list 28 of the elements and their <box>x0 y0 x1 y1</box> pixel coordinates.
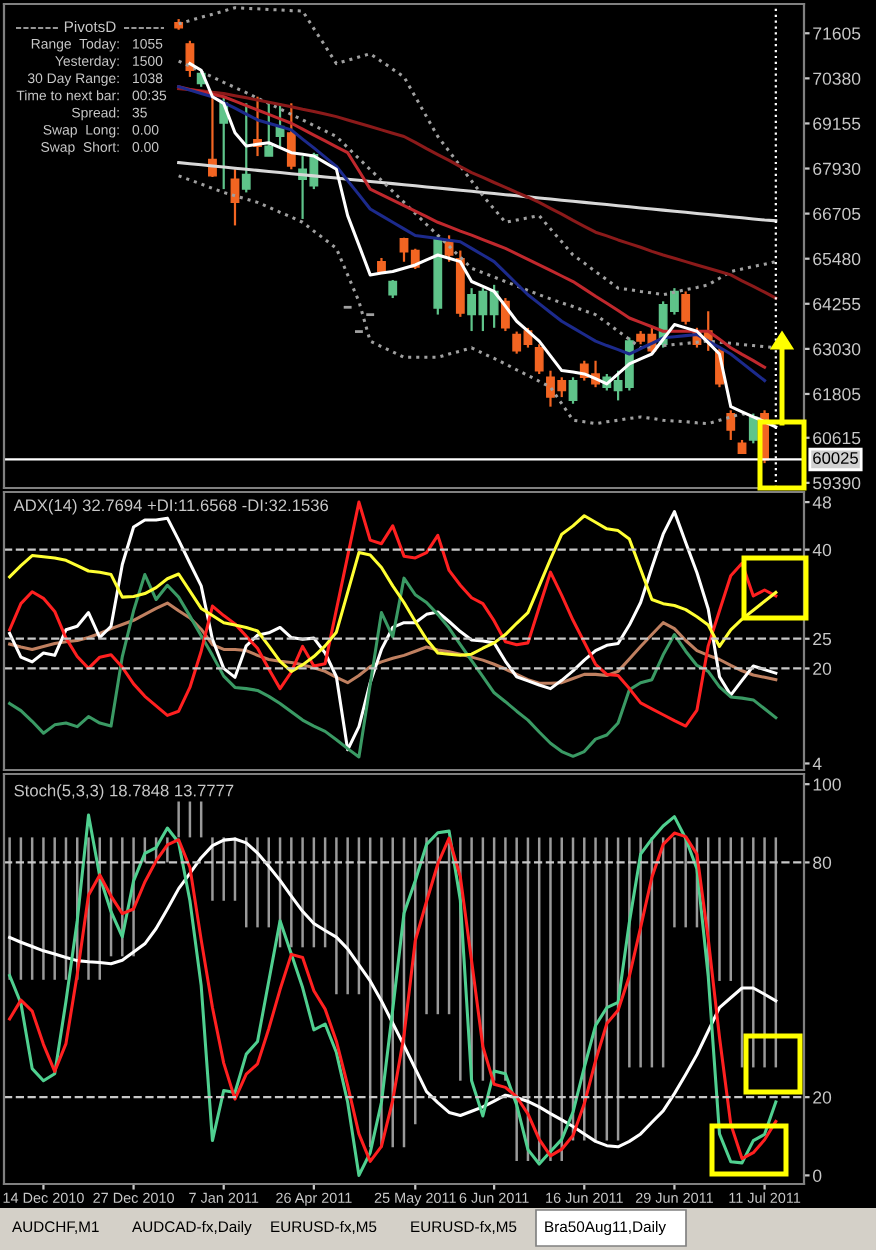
y-tick-label: 59390 <box>813 476 861 490</box>
y-tick-label: 71605 <box>813 27 861 40</box>
y-tick-label: 64255 <box>813 297 861 311</box>
y-tick-label: 0 <box>813 1169 822 1182</box>
line-series <box>8 573 778 759</box>
y-tick-label: 100 <box>813 778 841 791</box>
y-tick-label: 63030 <box>813 342 861 356</box>
y-tick-label: 60615 <box>813 431 861 445</box>
line-series <box>177 87 778 300</box>
line-series <box>177 161 778 223</box>
y-tick-label: 70380 <box>813 72 861 85</box>
y-tick-label: 67930 <box>813 162 861 176</box>
y-tick-label: 69155 <box>813 117 861 130</box>
chart-title: ADX(14) 32.7694 +DI:11.6568 -DI:32.1536 <box>13 498 329 515</box>
y-tick-label: 20 <box>813 1091 832 1104</box>
y-tick-label: 4 <box>812 757 822 770</box>
y-tick-label: 25 <box>813 632 832 646</box>
y-tick-label: 61805 <box>813 388 861 401</box>
y-tick-label: 48 <box>812 496 832 509</box>
ref-line-label: 60025 <box>813 452 858 464</box>
text: Stoch(5,3,3) 18.7848 13.7777 <box>14 784 234 800</box>
y-tick-label: 40 <box>812 543 832 557</box>
y-tick-label: 65480 <box>813 252 861 266</box>
y-tick-label: 80 <box>813 856 832 869</box>
line-series <box>8 601 778 685</box>
y-tick-label: 66705 <box>813 207 861 221</box>
y-tick-label: 20 <box>813 662 832 675</box>
line-series <box>177 6 778 297</box>
